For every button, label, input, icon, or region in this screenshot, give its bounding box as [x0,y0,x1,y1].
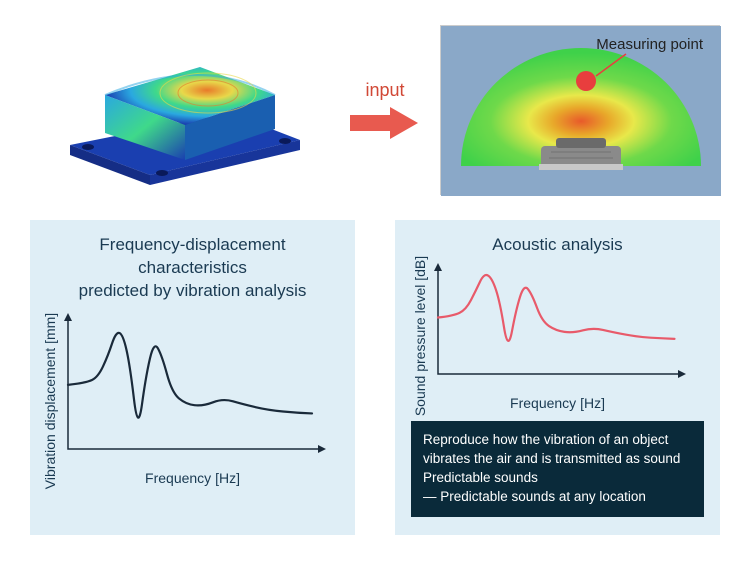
acoustic-panel: Acoustic analysis Sound pressure level [… [395,220,720,535]
vibration-ylabel: Vibration displacement [mm] [42,313,58,489]
acoustic-xlabel: Frequency [Hz] [428,395,688,411]
arrow-icon [350,105,420,141]
acoustic-model-image: Measuring point [440,25,720,195]
input-arrow: input [350,80,420,141]
acoustic-panel-title: Acoustic analysis [492,234,622,257]
vibration-xlabel: Frequency [Hz] [58,470,328,486]
vibration-chart: Vibration displacement [mm] Frequency [H… [58,311,328,491]
input-arrow-label: input [365,80,404,101]
acoustic-chart: Sound pressure level [dB] Frequency [Hz] [428,261,688,411]
vibration-panel: Frequency-displacement characteristics p… [30,220,355,535]
acoustic-callout: Reproduce how the vibration of an object… [411,421,704,517]
vibration-panel-title: Frequency-displacement characteristics p… [79,234,307,303]
measuring-point-label: Measuring point [596,36,703,53]
acoustic-ylabel: Sound pressure level [dB] [412,256,428,416]
fea-model-image [50,25,330,195]
